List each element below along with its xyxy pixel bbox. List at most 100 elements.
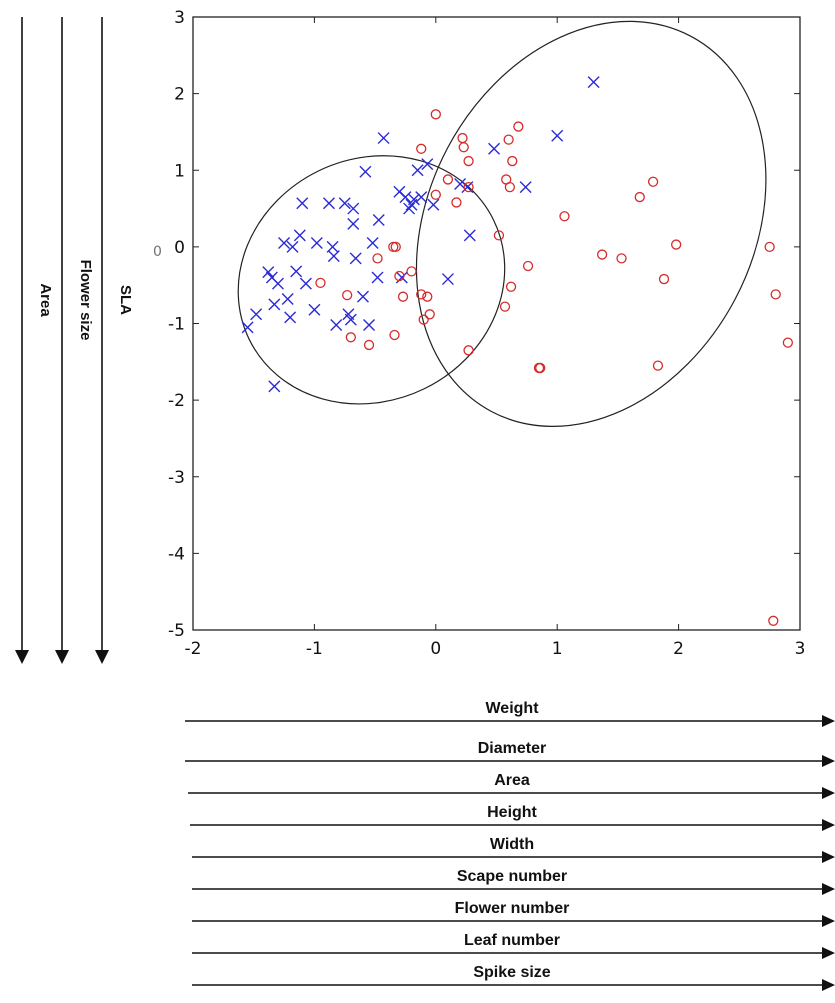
data-point-o: [418, 314, 429, 325]
arrow-label: SLA: [117, 285, 134, 315]
data-point-o: [451, 197, 462, 208]
data-point-x: [338, 197, 351, 210]
point-stroke: [371, 271, 384, 284]
confidence-ellipse-1: [237, 155, 506, 405]
data-point-o: [345, 332, 356, 343]
y-tick-label: 0: [174, 238, 185, 258]
plot-frame: [192, 16, 801, 631]
data-point-o: [416, 289, 427, 300]
point-stroke: [403, 202, 416, 215]
data-point-x: [587, 76, 600, 89]
data-point-x: [395, 271, 408, 284]
data-point-o: [616, 253, 627, 264]
arrow-width: Width: [192, 836, 835, 863]
data-point-x: [284, 311, 297, 324]
point-stroke: [551, 129, 564, 142]
horizontal-arrows: Weight Diameter Area Height Width Scape numbe…: [185, 700, 835, 991]
point-stroke: [344, 313, 357, 326]
point-stroke: [296, 197, 309, 210]
point-stroke: [395, 271, 408, 284]
point-stroke: [284, 311, 297, 324]
arrow-head: [822, 819, 835, 831]
data-point-o: [505, 281, 517, 292]
data-point-o: [764, 241, 775, 253]
arrow-label: Diameter: [478, 740, 546, 757]
data-point-o: [652, 360, 664, 371]
point-stroke: [268, 298, 281, 311]
data-points: [241, 76, 794, 626]
point-stroke: [293, 229, 306, 242]
point-stroke: [308, 303, 321, 316]
data-point-x: [296, 197, 309, 210]
data-point-o: [503, 134, 514, 145]
y-tick-label: -2: [168, 391, 185, 411]
point-stroke: [421, 158, 434, 171]
data-point-x: [281, 292, 294, 305]
arrow-spike-size: Spike size: [192, 964, 835, 991]
data-point-x: [399, 191, 412, 204]
arrow-label: Flower number: [455, 900, 570, 917]
x-tick-label: 1: [552, 639, 563, 659]
data-point-o: [647, 176, 659, 187]
data-point-o: [596, 249, 608, 260]
y-tick-label: -1: [168, 315, 185, 335]
data-point-o: [315, 277, 326, 289]
arrow-label: Weight: [485, 700, 539, 717]
arrow-weight: Weight: [185, 700, 835, 727]
x-tick-label: 0: [430, 639, 441, 659]
data-point-x: [271, 277, 284, 290]
data-point-o: [372, 253, 383, 264]
point-stroke: [411, 164, 424, 177]
data-point-o: [389, 329, 400, 341]
y-tick-label: 2: [174, 85, 185, 105]
y-tick-label: -3: [168, 468, 185, 488]
data-point-x: [488, 142, 501, 155]
arrow-head: [822, 787, 835, 799]
arrow-flower-size: Flower size: [55, 17, 94, 664]
data-point-o: [634, 191, 645, 203]
x-tick-label: -1: [306, 639, 323, 659]
point-stroke: [250, 308, 263, 321]
point-stroke: [278, 237, 291, 250]
data-point-o: [535, 362, 546, 374]
data-point-x: [310, 237, 323, 250]
point-stroke: [342, 308, 355, 321]
data-point-x: [327, 250, 340, 263]
data-point-o: [463, 155, 474, 167]
point-stroke: [587, 76, 600, 89]
point-stroke: [265, 271, 278, 284]
data-point-x: [366, 237, 379, 250]
point-stroke: [463, 229, 476, 242]
arrow-head: [15, 650, 29, 664]
point-stroke: [290, 265, 303, 278]
point-stroke: [347, 202, 360, 215]
arrow-label: Leaf number: [464, 932, 560, 949]
data-point-x: [427, 198, 440, 211]
data-point-o: [342, 289, 353, 301]
point-stroke: [488, 142, 501, 155]
arrow-head: [822, 851, 835, 863]
data-point-x: [286, 240, 299, 253]
data-point-x: [268, 380, 281, 393]
point-stroke: [268, 380, 281, 393]
data-point-x: [411, 164, 424, 177]
data-point-o: [390, 241, 401, 253]
point-stroke: [427, 198, 440, 211]
data-point-x: [415, 191, 428, 204]
point-stroke: [338, 197, 351, 210]
point-stroke: [519, 181, 532, 194]
point-stroke: [241, 321, 254, 334]
arrow-head: [55, 650, 69, 664]
point-stroke: [330, 319, 343, 332]
data-point-o: [768, 615, 779, 626]
point-stroke: [349, 252, 362, 265]
arrow-flower-number: Flower number: [192, 900, 835, 927]
arrow-label: Flower size: [77, 260, 94, 341]
data-point-x: [322, 197, 335, 210]
data-point-x: [330, 319, 343, 332]
plot-area: [192, 16, 801, 631]
data-point-x: [347, 217, 360, 230]
data-point-x: [377, 132, 390, 145]
arrow-scape-number: Scape number: [192, 868, 835, 895]
